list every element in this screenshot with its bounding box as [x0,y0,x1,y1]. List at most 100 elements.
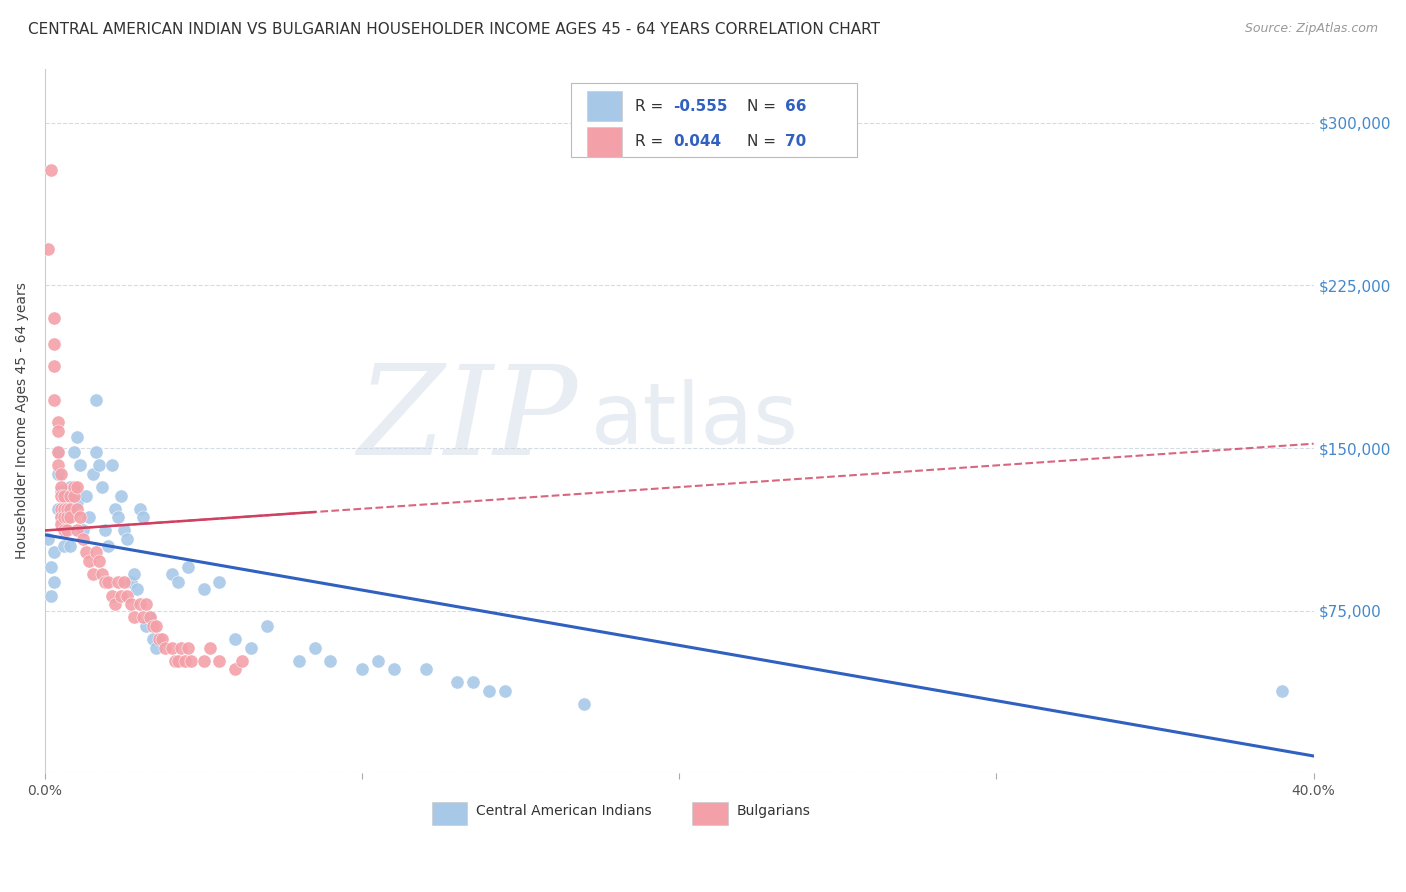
Point [53,524,76,538]
Point [198,640,221,655]
Point [125,582,148,596]
Text: 66: 66 [785,99,806,114]
Point [135,597,157,611]
Point [62,480,84,494]
Point [82,566,104,581]
Point [240,640,263,655]
Point [117,532,139,546]
Point [155,640,177,655]
Text: Bulgarians: Bulgarians [737,804,810,818]
Point [167,575,190,590]
Point [287,654,309,668]
Point [46,467,69,481]
Point [478,684,501,698]
Point [145,640,167,655]
Point [180,654,202,668]
Point [49,516,72,531]
Point [142,632,165,646]
Point [79,510,101,524]
Point [66,524,89,538]
Text: N =: N = [747,135,780,149]
Point [66,480,89,494]
Point [224,662,246,676]
Point [97,575,120,590]
Point [59,501,82,516]
Point [94,524,117,538]
FancyBboxPatch shape [571,83,856,157]
Point [176,640,198,655]
Point [59,480,82,494]
Point [132,510,155,524]
Text: R =: R = [636,135,668,149]
Point [1271,684,1294,698]
FancyBboxPatch shape [432,802,467,825]
Text: -0.555: -0.555 [673,99,727,114]
Point [94,575,117,590]
Point [75,545,97,559]
Point [87,554,110,568]
Point [44,393,66,408]
FancyBboxPatch shape [586,127,623,157]
Point [49,501,72,516]
Point [59,539,82,553]
Point [66,501,89,516]
Point [107,510,129,524]
Point [173,654,195,668]
Point [110,489,132,503]
Text: 70: 70 [785,135,806,149]
Point [56,524,79,538]
Point [142,619,165,633]
Point [72,532,94,546]
Point [39,560,62,574]
Point [59,510,82,524]
Point [176,560,198,574]
Point [53,510,76,524]
Point [122,566,145,581]
Point [66,430,89,444]
Text: N =: N = [747,99,780,114]
Point [120,597,142,611]
Point [132,610,155,624]
Point [44,545,66,559]
Point [53,489,76,503]
Point [104,597,127,611]
Point [352,662,374,676]
Point [56,489,79,503]
Point [84,393,107,408]
Point [129,501,152,516]
Point [304,640,326,655]
Point [110,589,132,603]
Point [69,510,91,524]
Point [193,654,215,668]
Point [122,610,145,624]
Point [117,589,139,603]
Point [160,640,183,655]
Point [82,467,104,481]
Point [56,510,79,524]
Point [53,489,76,503]
Point [46,458,69,473]
Point [138,610,160,624]
Point [100,458,122,473]
Point [138,610,160,624]
Point [256,619,278,633]
Point [463,675,485,690]
Point [62,489,84,503]
Point [53,539,76,553]
Point [37,242,59,256]
Point [319,654,342,668]
Text: atlas: atlas [591,379,799,462]
Point [167,654,190,668]
Text: CENTRAL AMERICAN INDIAN VS BULGARIAN HOUSEHOLDER INCOME AGES 45 - 64 YEARS CORRE: CENTRAL AMERICAN INDIAN VS BULGARIAN HOU… [28,22,880,37]
Text: Source: ZipAtlas.com: Source: ZipAtlas.com [1244,22,1378,36]
Point [104,501,127,516]
Point [79,554,101,568]
Point [39,163,62,178]
Point [49,484,72,499]
Point [91,480,114,494]
Point [46,445,69,459]
FancyBboxPatch shape [692,802,727,825]
Point [46,415,69,429]
Point [75,489,97,503]
Point [91,566,114,581]
